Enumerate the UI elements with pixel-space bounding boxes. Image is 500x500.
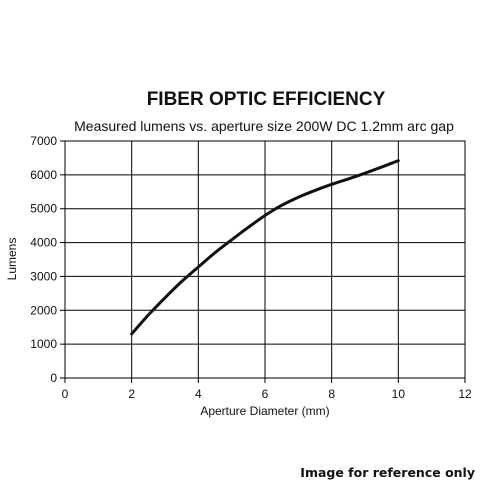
x-tick-label: 10 [392,387,406,401]
y-tick-label: 4000 [30,236,57,250]
chart-title: FIBER OPTIC EFFICIENCY [147,89,386,110]
y-axis-label: Lumens [5,238,19,281]
lumens-curve [130,159,400,336]
x-tick-label: 6 [262,387,269,401]
x-tick-label: 4 [195,387,202,401]
x-tick-label: 8 [328,387,335,401]
y-tick-label: 2000 [30,303,57,317]
series-layer [130,159,400,336]
y-tick-label: 0 [50,371,57,385]
x-tick-label: 0 [62,387,69,401]
chart-subtitle: Measured lumens vs. aperture size 200W D… [74,118,454,134]
reference-note: Image for reference only [300,465,475,480]
axis-ticks [60,140,466,383]
x-tick-label: 12 [458,387,472,401]
y-tick-label: 1000 [30,337,57,351]
y-tick-label: 6000 [30,168,57,182]
x-axis-label: Aperture Diameter (mm) [200,404,329,418]
y-tick-label: 3000 [30,269,57,283]
grid-lines [65,141,465,378]
plot-area-frame [64,140,466,379]
y-tick-label: 5000 [30,202,57,216]
y-tick-label: 7000 [30,134,57,148]
x-tick-label: 2 [128,387,135,401]
y-tick-labels: 0 1000 2000 3000 4000 5000 6000 7000 [30,134,57,385]
x-tick-labels: 0 2 4 6 8 10 12 [62,387,472,401]
